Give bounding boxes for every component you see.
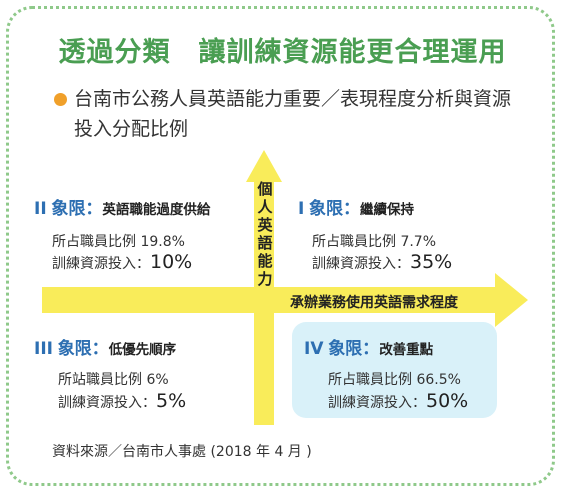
quadrant-iv-roman: IV: [304, 339, 324, 359]
vertical-axis-char: 力: [257, 270, 273, 288]
quadrant-iii-name: 低優先順序: [108, 342, 177, 358]
quadrant-iii-heading: III 象限：低優先順序: [34, 334, 176, 359]
horizontal-axis-arrow: [42, 273, 528, 327]
quadrant-i-ratio: 所占職員比例 7.7%: [312, 234, 437, 250]
quadrant-iv-name: 改善重點: [379, 342, 434, 358]
bullet-dot: [54, 93, 67, 106]
quadrant-iv-ratio: 所占職員比例 66.5%: [328, 372, 461, 388]
quadrant-word: 象限：: [309, 199, 361, 219]
vertical-axis-char: 能: [257, 252, 273, 270]
quadrant-i-heading: I 象限：繼續保持: [298, 194, 414, 219]
quadrant-word: 象限：: [51, 199, 103, 219]
vertical-axis-char: 個: [257, 180, 273, 198]
quadrant-i-roman: I: [298, 199, 305, 219]
quadrant-ii-ratio: 所占職員比例 19.8%: [52, 234, 185, 250]
quadrant-iii-investment: 訓練資源投入：5%: [58, 390, 186, 412]
investment-value: 35%: [410, 251, 453, 273]
quadrant-iii-roman: III: [34, 339, 53, 359]
vertical-axis-label: 個 人 英 語 能 力: [255, 180, 275, 288]
investment-value: 50%: [426, 390, 469, 412]
diagram-subtitle: 台南市公務人員英語能力重要／表現程度分析與資源投入分配比例: [74, 88, 512, 140]
horizontal-axis-label: 承辦業務使用英語需求程度: [290, 295, 458, 311]
quadrant-i-name: 繼續保持: [360, 202, 415, 218]
investment-label: 訓練資源投入：: [328, 395, 426, 411]
quadrant-i-investment: 訓練資源投入：35%: [312, 251, 452, 273]
investment-value: 5%: [156, 390, 187, 412]
quadrant-iv-heading: IV 象限：改善重點: [304, 334, 433, 359]
data-source-note: 資料來源／台南市人事處 (2018 年 4 月 ): [52, 444, 312, 460]
quadrant-ii-roman: II: [34, 199, 47, 219]
vertical-axis-char: 人: [257, 198, 273, 216]
investment-label: 訓練資源投入：: [52, 256, 150, 272]
vertical-axis-char: 英: [257, 216, 273, 234]
vertical-axis-char: 語: [257, 234, 273, 252]
investment-value: 10%: [150, 251, 193, 273]
quadrant-word: 象限：: [328, 339, 380, 359]
quadrant-word: 象限：: [57, 339, 109, 359]
quadrant-iv-highlight: [292, 322, 497, 418]
quadrant-iii-ratio: 所站職員比例 6%: [58, 372, 169, 388]
quadrant-ii-name: 英語職能過度供給: [102, 202, 211, 218]
investment-label: 訓練資源投入：: [312, 256, 410, 272]
quadrant-ii-heading: II 象限：英語職能過度供給: [34, 194, 210, 219]
diagram-title: 透過分類 讓訓練資源能更合理運用: [58, 37, 507, 68]
quadrant-ii-investment: 訓練資源投入：10%: [52, 251, 192, 273]
quadrant-iv-investment: 訓練資源投入：50%: [328, 390, 468, 412]
investment-label: 訓練資源投入：: [58, 395, 156, 411]
